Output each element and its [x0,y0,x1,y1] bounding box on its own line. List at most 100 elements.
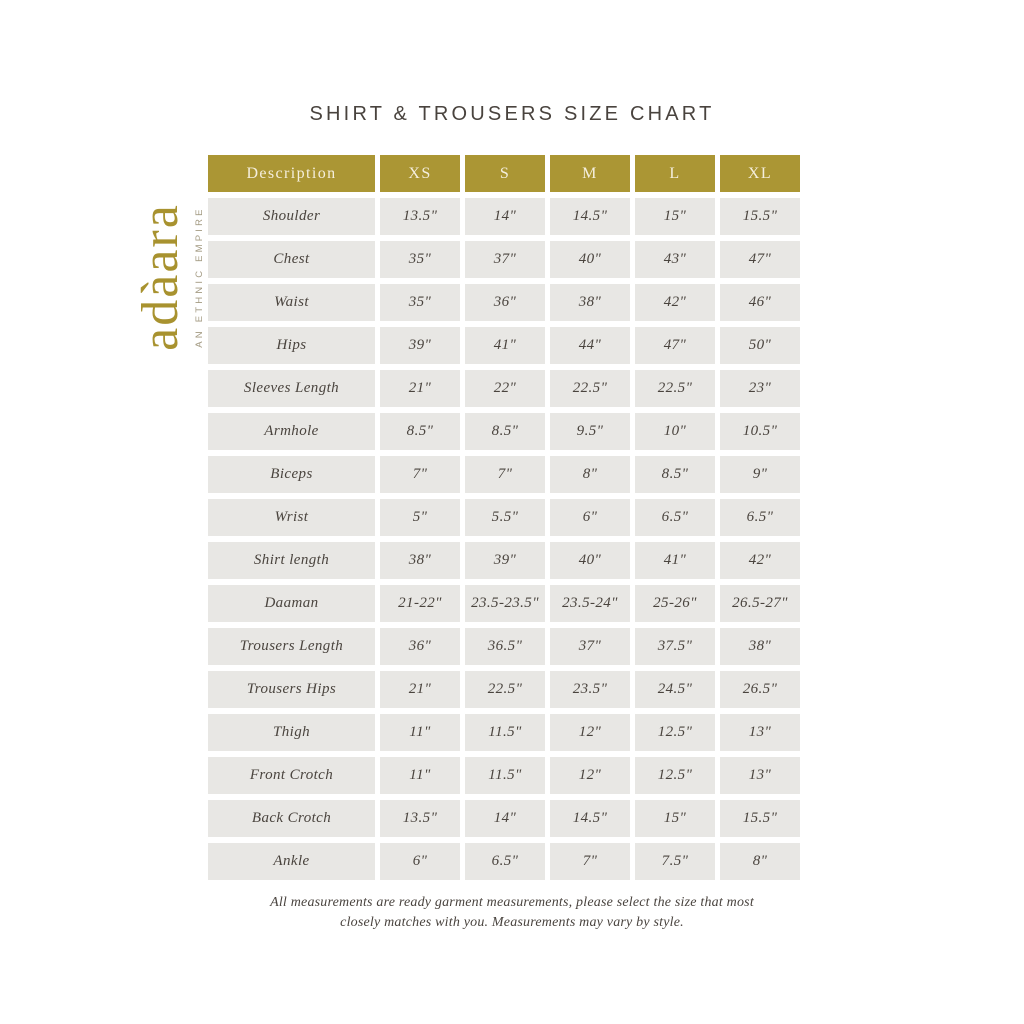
size-value-cell: 7" [465,456,545,493]
row-label: Trousers Hips [208,671,375,708]
size-value-cell: 5.5" [465,499,545,536]
row-label: Shirt length [208,542,375,579]
size-value-cell: 13.5" [380,800,460,837]
size-value-cell: 6.5" [720,499,800,536]
table-row: Waist 35" 36" 38" 42" 46" [208,284,800,321]
row-label: Thigh [208,714,375,751]
footer-note: All measurements are ready garment measu… [0,893,1024,932]
table-row: Chest 35" 37" 40" 43" 47" [208,241,800,278]
row-label: Biceps [208,456,375,493]
size-value-cell: 8.5" [635,456,715,493]
size-value-cell: 40" [550,241,630,278]
size-value-cell: 14.5" [550,800,630,837]
size-value-cell: 12.5" [635,757,715,794]
size-value-cell: 13" [720,714,800,751]
size-value-cell: 47" [720,241,800,278]
table-row: Biceps 7" 7" 8" 8.5" 9" [208,456,800,493]
size-value-cell: 11" [380,714,460,751]
size-value-cell: 41" [465,327,545,364]
size-value-cell: 42" [720,542,800,579]
size-value-cell: 47" [635,327,715,364]
size-value-cell: 15" [635,800,715,837]
row-label: Back Crotch [208,800,375,837]
column-header-s: S [465,155,545,192]
page-title: SHIRT & TROUSERS SIZE CHART [309,103,715,125]
row-label: Sleeves Length [208,370,375,407]
size-value-cell: 37" [465,241,545,278]
size-value-cell: 35" [380,241,460,278]
size-value-cell: 22" [465,370,545,407]
size-value-cell: 14" [465,800,545,837]
size-value-cell: 40" [550,542,630,579]
column-header-xl: XL [720,155,800,192]
size-value-cell: 24.5" [635,671,715,708]
size-value-cell: 7" [380,456,460,493]
size-value-cell: 15" [635,198,715,235]
row-label: Front Crotch [208,757,375,794]
size-value-cell: 6" [380,843,460,880]
size-value-cell: 23.5-23.5" [465,585,545,622]
size-value-cell: 42" [635,284,715,321]
size-value-cell: 26.5-27" [720,585,800,622]
size-value-cell: 37" [550,628,630,665]
size-value-cell: 13" [720,757,800,794]
size-value-cell: 8.5" [380,413,460,450]
row-label: Hips [208,327,375,364]
row-label: Shoulder [208,198,375,235]
size-value-cell: 23.5" [550,671,630,708]
size-value-cell: 21-22" [380,585,460,622]
brand-tagline: AN ETHNIC EMPIRE [194,206,205,348]
size-value-cell: 14" [465,198,545,235]
table-row: Shirt length 38" 39" 40" 41" 42" [208,542,800,579]
size-value-cell: 36" [380,628,460,665]
size-table-body: Shoulder 13.5" 14" 14.5" 15" 15.5" Chest 35" 37"… [208,198,800,880]
size-value-cell: 38" [720,628,800,665]
size-value-cell: 22.5" [465,671,545,708]
size-value-cell: 39" [465,542,545,579]
size-value-cell: 22.5" [635,370,715,407]
size-value-cell: 7" [550,843,630,880]
size-value-cell: 6.5" [635,499,715,536]
size-value-cell: 6.5" [465,843,545,880]
size-value-cell: 21" [380,370,460,407]
row-label: Wrist [208,499,375,536]
table-row: Sleeves Length 21" 22" 22.5" 22.5" 23" [208,370,800,407]
size-value-cell: 21" [380,671,460,708]
size-value-cell: 38" [550,284,630,321]
column-header-description: Description [208,155,375,192]
table-row: Wrist 5" 5.5" 6" 6.5" 6.5" [208,499,800,536]
size-value-cell: 10.5" [720,413,800,450]
row-label: Trousers Length [208,628,375,665]
size-value-cell: 39" [380,327,460,364]
size-value-cell: 35" [380,284,460,321]
size-value-cell: 7.5" [635,843,715,880]
row-label: Ankle [208,843,375,880]
column-header-xs: XS [380,155,460,192]
size-value-cell: 22.5" [550,370,630,407]
size-value-cell: 25-26" [635,585,715,622]
table-row: Armhole 8.5" 8.5" 9.5" 10" 10.5" [208,413,800,450]
size-value-cell: 9.5" [550,413,630,450]
size-value-cell: 13.5" [380,198,460,235]
table-row: Daaman 21-22" 23.5-23.5" 23.5-24" 25-26" 26.5… [208,585,800,622]
table-row: Hips 39" 41" 44" 47" 50" [208,327,800,364]
size-value-cell: 15.5" [720,198,800,235]
brand-logo-rotated: adàara AN ETHNIC EMPIRE [132,203,205,351]
size-table: Description XS S M L XL Shoulder 13.5" 14" 14.5"… [208,155,800,880]
table-header-row: Description XS S M L XL [208,155,800,192]
size-value-cell: 6" [550,499,630,536]
size-value-cell: 10" [635,413,715,450]
footer-line-2: closely matches with you. Measurements m… [340,914,684,930]
table-row: Shoulder 13.5" 14" 14.5" 15" 15.5" [208,198,800,235]
table-row: Front Crotch 11" 11.5" 12" 12.5" 13" [208,757,800,794]
size-value-cell: 36.5" [465,628,545,665]
size-value-cell: 11.5" [465,757,545,794]
size-value-cell: 14.5" [550,198,630,235]
row-label: Armhole [208,413,375,450]
size-value-cell: 9" [720,456,800,493]
size-value-cell: 8" [550,456,630,493]
row-label: Daaman [208,585,375,622]
size-value-cell: 36" [465,284,545,321]
size-value-cell: 50" [720,327,800,364]
